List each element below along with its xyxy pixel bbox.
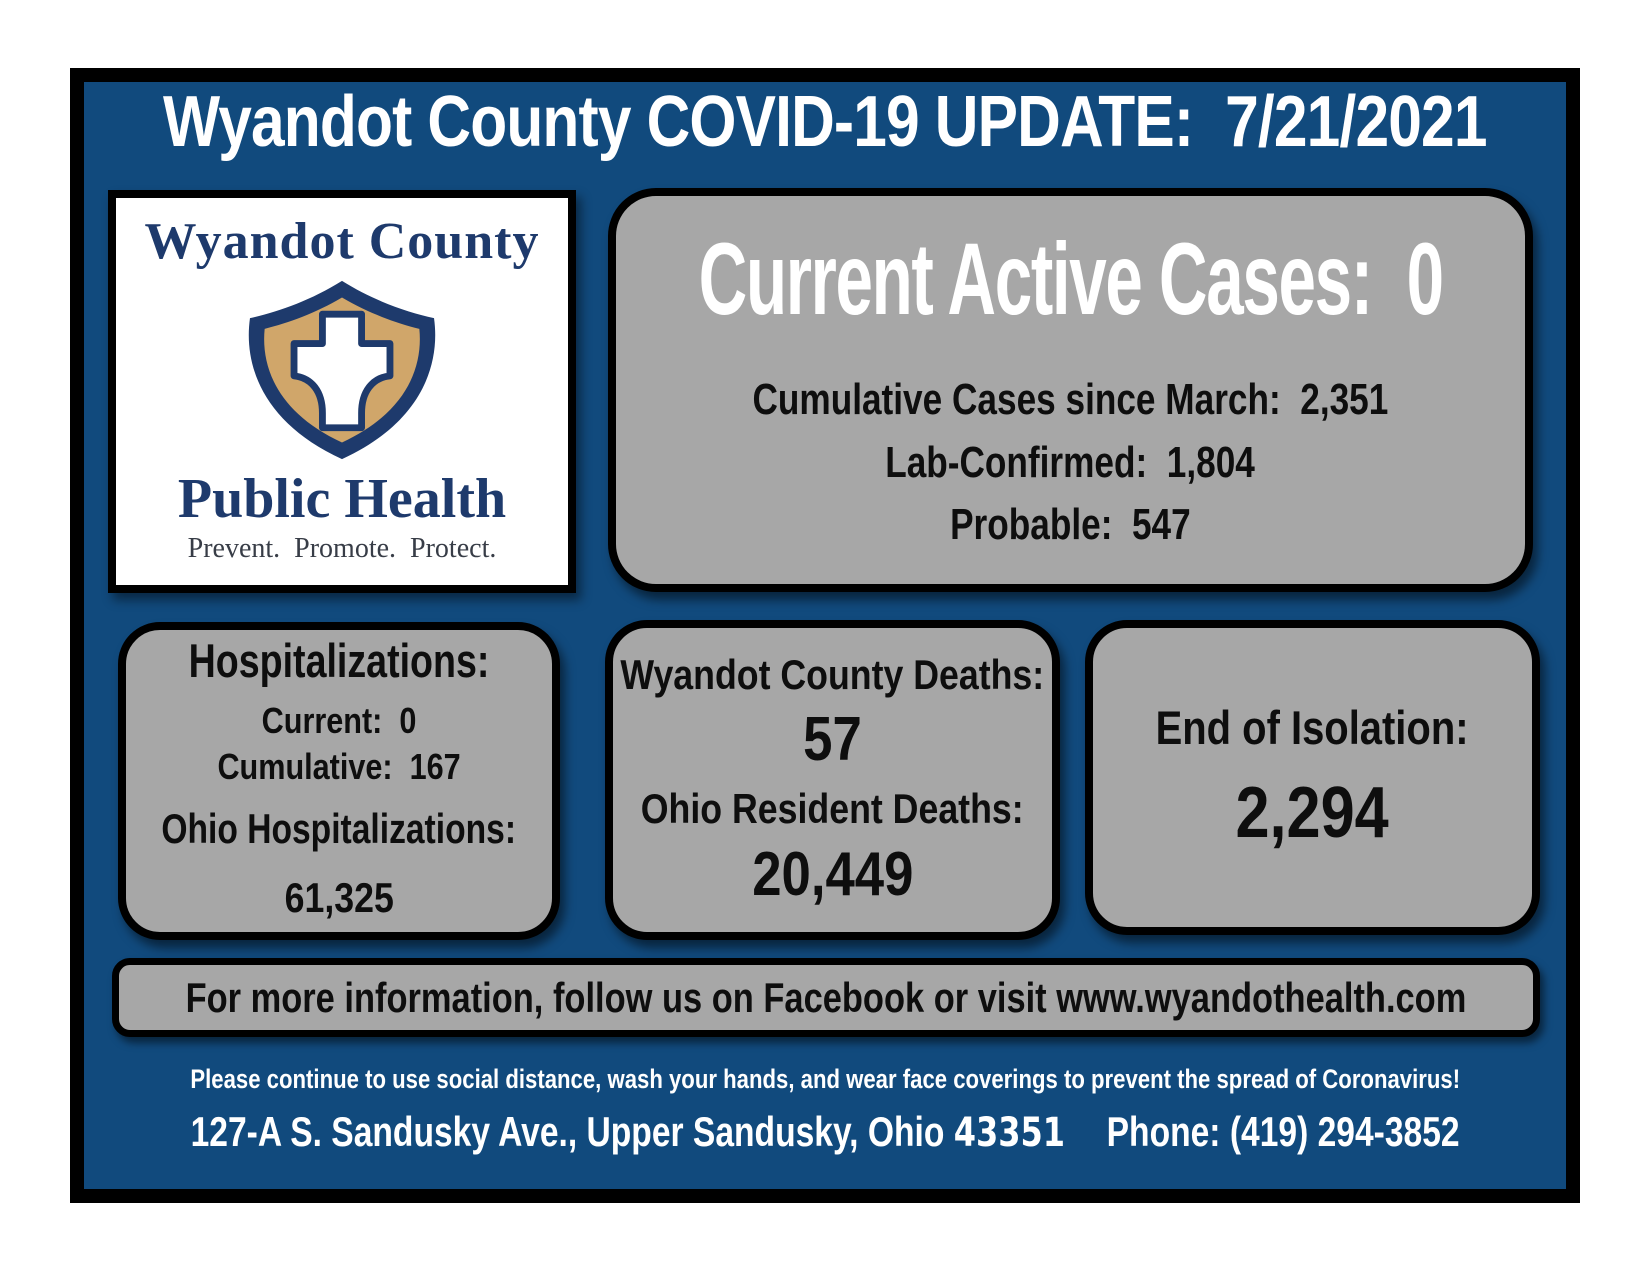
info-bar: For more information, follow us on Faceb…	[112, 958, 1540, 1037]
lab-confirmed-line: Lab-Confirmed: 1,804	[885, 437, 1256, 487]
info-bar-text: For more information, follow us on Faceb…	[185, 973, 1467, 1021]
hospitalizations-heading: Hospitalizations:	[188, 634, 490, 688]
county-deaths-value: 57	[803, 705, 862, 775]
logo-tagline: Prevent. Promote. Protect.	[187, 533, 497, 564]
hospitalizations-card: Hospitalizations: Current: 0 Cumulative:…	[118, 622, 560, 940]
active-cases-heading: Current Active Cases: 0	[698, 222, 1443, 337]
ohio-hospitalizations-label: Ohio Hospitalizations:	[161, 805, 517, 853]
footer-phone: Phone: (419) 294-3852	[1106, 1108, 1460, 1155]
hospitalizations-current-line: Current: 0	[261, 699, 417, 741]
footer-address-row: 127-A S. Sandusky Ave., Upper Sandusky, …	[84, 1108, 1566, 1156]
footer-zip: 43351	[953, 1110, 1065, 1156]
active-cases-card: Current Active Cases: 0 Cumulative Cases…	[608, 188, 1533, 592]
isolation-value: 2,294	[1235, 772, 1390, 853]
page-title: Wyandot County COVID-19 UPDATE: 7/21/202…	[163, 82, 1487, 162]
probable-line: Probable: 547	[950, 500, 1191, 550]
footer-notice-row: Please continue to use social distance, …	[84, 1064, 1566, 1095]
logo-card: Wyandot County Public Health Prevent. Pr…	[108, 190, 576, 593]
public-health-shield-icon	[248, 280, 436, 460]
ohio-hospitalizations-value: 61,325	[284, 873, 394, 921]
hospitalizations-cumulative-line: Cumulative: 167	[217, 746, 461, 788]
ohio-deaths-value: 20,449	[751, 839, 914, 909]
header: Wyandot County COVID-19 UPDATE: 7/21/202…	[84, 82, 1566, 162]
ohio-deaths-label: Ohio Resident Deaths:	[641, 785, 1024, 832]
logo-org-name-line2: Public Health	[177, 468, 507, 530]
county-deaths-label: Wyandot County Deaths:	[620, 650, 1045, 698]
isolation-heading: End of Isolation:	[1156, 700, 1469, 754]
logo-org-name-line1: Wyandot County	[144, 213, 540, 270]
covid-update-board: Wyandot County COVID-19 UPDATE: 7/21/202…	[70, 68, 1580, 1203]
cumulative-cases-line: Cumulative Cases since March: 2,351	[752, 375, 1389, 425]
deaths-card: Wyandot County Deaths: 57 Ohio Resident …	[605, 620, 1060, 940]
footer-address: 127-A S. Sandusky Ave., Upper Sandusky, …	[190, 1108, 954, 1155]
footer-notice: Please continue to use social distance, …	[190, 1064, 1460, 1094]
footer-address-line: 127-A S. Sandusky Ave., Upper Sandusky, …	[191, 1108, 1460, 1156]
isolation-card: End of Isolation: 2,294	[1085, 620, 1540, 935]
